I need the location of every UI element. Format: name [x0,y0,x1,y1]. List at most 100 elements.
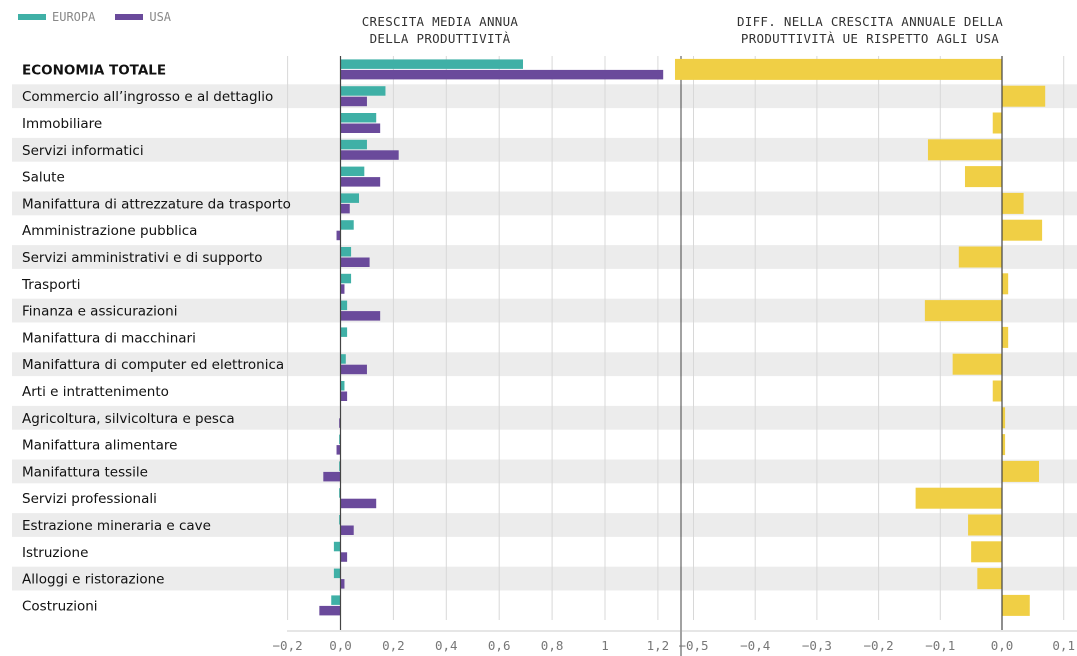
category-label: Servizi professionali [22,491,157,507]
bar-diff [968,514,1002,536]
category-label: Costruzioni [22,598,98,614]
bar-diff [1002,460,1040,482]
category-label: Manifattura tessile [22,464,148,480]
bar-europa [340,273,352,284]
bar-usa [340,284,345,294]
row-band [12,566,1077,591]
bar-usa [323,471,341,482]
category-label: Manifattura alimentare [22,438,177,454]
bar-europa [340,247,352,257]
bar-usa [336,445,341,455]
right-chart-title: DIFF. NELLA CRESCITA ANNUALE DELLA PRODUT… [660,13,1077,47]
category-label: Trasporti [21,277,81,293]
bar-diff [1002,273,1009,295]
bar-usa [340,364,367,375]
bar-europa [331,595,341,605]
left-x-tick-label: 0,2 [382,638,405,653]
row-band [12,84,1077,109]
bar-usa [340,552,348,562]
bar-europa [340,59,524,69]
right-x-tick-label: 0,1 [1052,638,1075,653]
category-label: Salute [22,170,65,186]
category-label: Estrazione mineraria e cave [22,518,211,534]
category-label: Agricoltura, silvicoltura e pesca [22,411,235,427]
title-line: DELLA PRODUTTIVITÀ [369,31,511,46]
category-label: Immobiliare [22,116,102,132]
bar-europa [339,515,341,525]
bar-diff [1002,219,1043,241]
bar-diff [1002,434,1006,456]
bar-diff [1002,407,1006,429]
bar-usa [340,525,354,535]
left-x-tick-label: 0,4 [435,638,458,653]
bar-europa [340,327,348,337]
bar-europa [340,113,377,123]
bar-europa [340,220,354,230]
category-label: Alloggi e ristorazione [22,572,164,588]
category-label: Istruzione [22,545,88,561]
row-band [12,245,1077,269]
category-label: Servizi amministrativi e di supporto [22,250,262,266]
bar-diff [915,487,1002,509]
left-x-tick-label: 0,0 [329,638,352,653]
row-band [12,513,1077,537]
bar-diff [1002,326,1009,348]
bar-usa [336,230,341,241]
category-label: Manifattura di computer ed elettronica [22,357,284,373]
bar-europa [339,461,341,471]
title-line: DIFF. NELLA CRESCITA ANNUALE DELLA [736,14,1004,29]
left-chart-title: CRESCITA MEDIA ANNUA DELLA PRODUTTIVITÀ [300,13,580,47]
title-line: PRODUTTIVITÀ UE RISPETTO AGLI USA [740,31,1000,46]
bar-diff [924,300,1002,322]
category-label: Amministrazione pubblica [22,223,197,239]
bar-diff [927,139,1002,161]
row-band [12,191,1077,216]
legend-label-usa: USA [149,10,172,24]
bar-usa [340,123,381,133]
bar-europa [340,139,367,150]
legend-label-europa: EUROPA [52,10,96,24]
row-band [12,352,1077,377]
bar-europa [340,86,386,96]
right-x-tick-label: −0,1 [925,638,955,653]
bar-usa [340,311,381,321]
bar-diff [1002,85,1046,107]
right-x-tick-label: −0,5 [678,638,708,653]
bar-europa [340,300,348,311]
bar-usa [340,96,367,107]
bar-diff [971,541,1002,563]
row-band [12,459,1077,484]
bar-diff [977,568,1002,590]
bar-europa [333,541,341,552]
bar-diff [1002,192,1024,214]
bar-usa [340,257,370,267]
row-band [12,405,1077,430]
right-x-tick-label: 0,0 [991,638,1014,653]
legend-swatch-usa [115,14,144,20]
legend: EUROPA USA [18,10,171,24]
bar-europa [340,354,346,364]
bar-usa [340,69,664,80]
left-x-tick-label: 0,6 [488,638,511,653]
right-x-tick-label: −0,2 [864,638,894,653]
row-band [12,298,1077,323]
left-x-tick-label: 0,8 [541,638,564,653]
bar-diff [992,112,1002,134]
bar-diff [674,58,1002,80]
bar-usa [340,498,377,509]
bar-diff [1002,594,1030,616]
bar-usa [340,579,345,589]
bar-europa [340,381,345,391]
bar-diff [992,380,1002,402]
bar-usa [340,391,348,401]
category-label: Finanza e assicurazioni [22,304,177,320]
legend-swatch-europa [18,14,46,20]
bar-europa [333,568,341,579]
bar-europa [340,166,365,177]
bar-usa [340,177,381,187]
category-label: ECONOMIA TOTALE [22,62,166,78]
legend-item-europa: EUROPA [18,10,95,24]
bar-europa [339,488,341,498]
bar-usa [339,418,341,428]
